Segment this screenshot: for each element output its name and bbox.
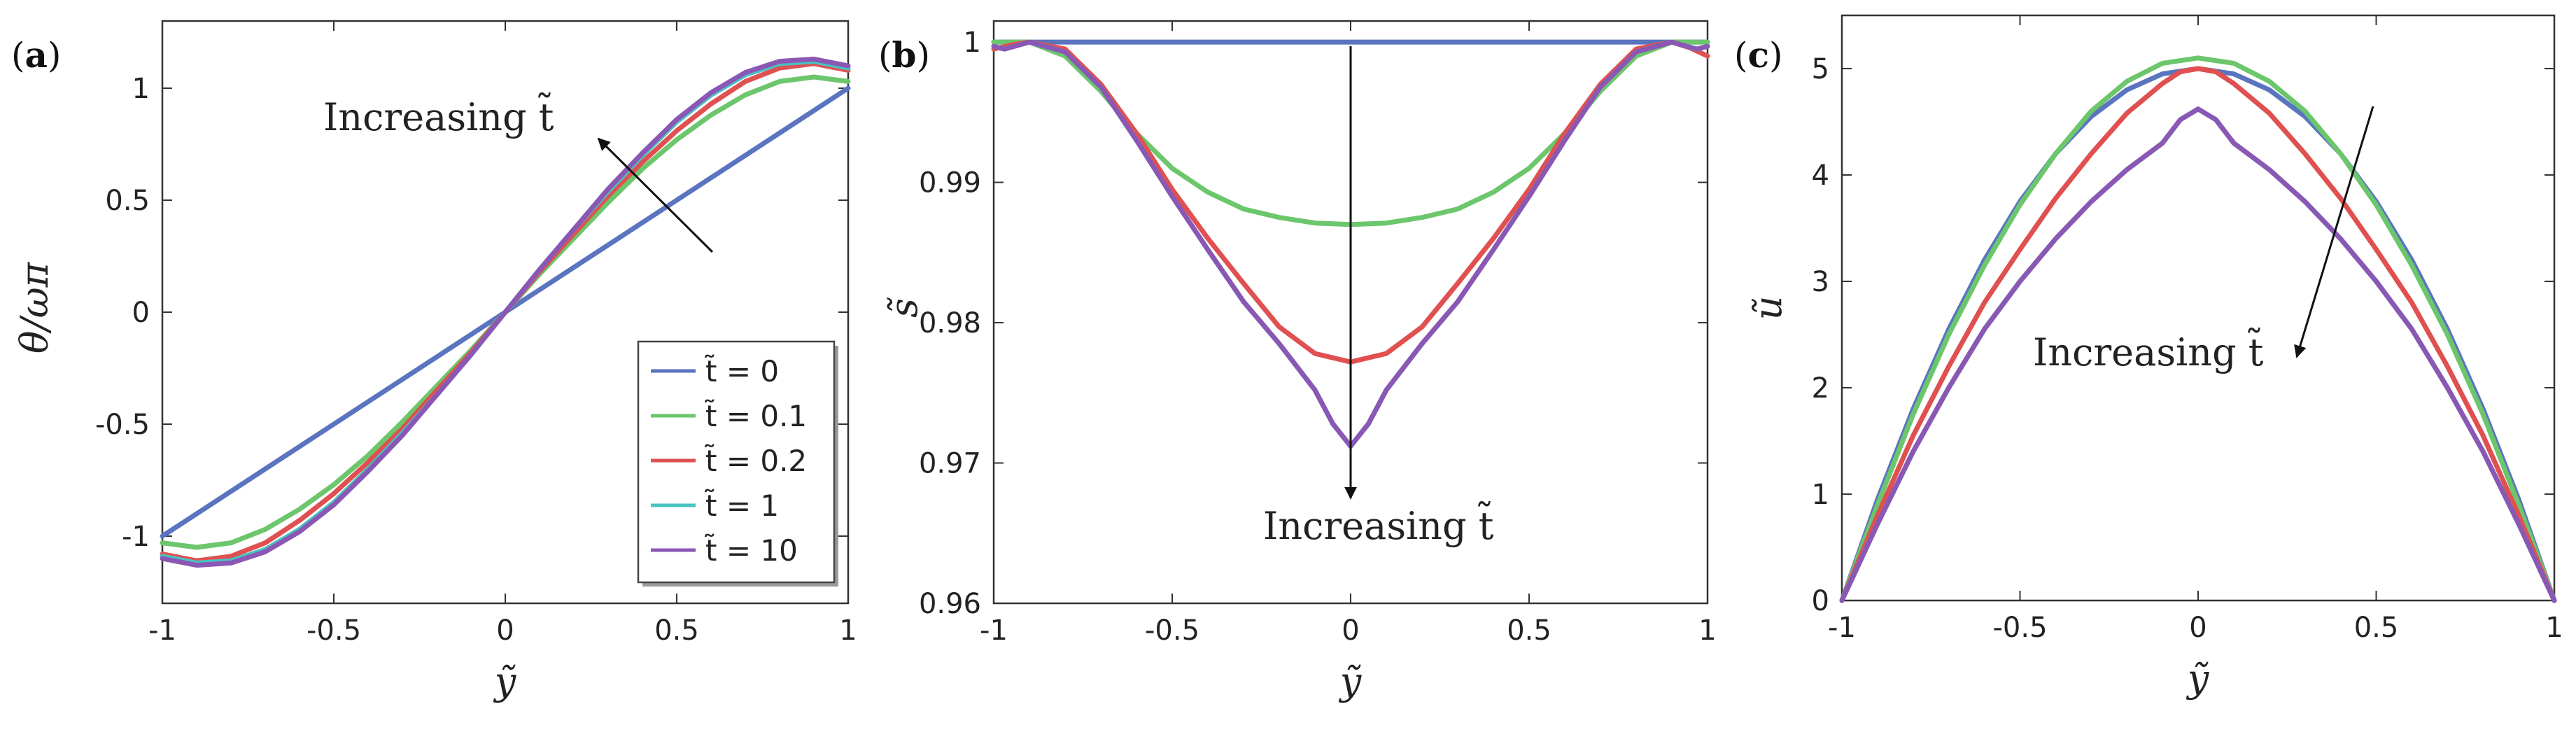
panel-label: (a) [11,34,61,76]
y-tick-label: 2 [1812,372,1829,405]
x-tick-label: 0 [1342,615,1359,647]
y-tick-label: 0.97 [919,448,981,480]
annotation-arrow [597,137,714,253]
series-line [1839,106,2557,603]
x-axis-label: ỹ [493,659,517,703]
y-axis-label: s̃ [882,297,926,317]
y-axis-label: ũ [1746,296,1790,321]
y-tick-label: -1 [122,521,150,553]
annotation-text: Increasing t̃ [2033,327,2264,374]
y-tick-label: 0.96 [919,588,981,620]
series-line [160,56,851,568]
y-tick-label: 1 [1812,479,1829,511]
annotation-text: Increasing t̃ [1263,500,1494,548]
x-axis-label: ỹ [2186,657,2210,701]
y-tick-label: 3 [1812,266,1829,298]
x-tick-label: 0.5 [1507,615,1551,647]
legend: t̃ = 0 t̃ = 0.1 t̃ = 0.2 t̃ = 1 t̃ = 10 [637,340,838,587]
y-tick-label: 0 [132,297,150,329]
annotation-text: Increasing t̃ [323,92,554,139]
legend-entry: t̃ = 10 [704,533,798,568]
y-tick-label: 1 [964,27,981,59]
plot-frame [1840,14,2556,602]
panel-label: (b) [878,34,930,76]
y-tick-label: 1 [132,73,150,105]
legend-entry: t̃ = 0.1 [704,398,807,433]
y-tick-label: 0.99 [919,167,981,199]
x-tick-label: 1 [1698,615,1716,647]
y-tick-label: 5 [1812,53,1829,85]
legend-entry: t̃ = 0.2 [704,443,807,478]
annotation-arrow [2294,106,2374,358]
x-axis-label: ỹ [1339,659,1363,703]
y-axis-label: θ/ωπ [13,261,57,353]
x-tick-label: -1 [980,615,1008,647]
y-tick-label: 0.98 [919,307,981,339]
x-tick-label: 0 [496,615,514,647]
x-tick-label: -1 [1828,612,1856,644]
x-tick-label: 0 [2189,612,2207,644]
x-tick-label: -0.5 [1145,615,1199,647]
y-tick-label: 0 [1812,585,1829,617]
legend-entry: t̃ = 1 [704,488,779,523]
y-tick-label: 4 [1812,160,1829,192]
x-tick-label: -0.5 [307,615,361,647]
y-tick-label: 0.5 [105,185,150,217]
series-line [1839,55,2557,603]
panel-c: -1 -0.5 0 0.5 1 0 1 2 3 4 5 ỹ ũ (c) Increasing t̃ [1734,14,2563,701]
x-tick-label: 0.5 [654,615,699,647]
x-tick-label: 1 [839,615,857,647]
panel-label: (c) [1734,34,1782,76]
x-tick-label: -0.5 [1992,612,2047,644]
legend-entry: t̃ = 0 [704,353,779,388]
panel-a: -1 -0.5 0 0.5 1 -1 -0.5 0 0.5 1 ỹ θ/ωπ (a) Increasing… [11,20,857,703]
series-line [1839,66,2557,603]
panel-b: -1 -0.5 0 0.5 1 0.96 0.97 0.98 0.99 1 ỹ s̃ (b) Increa… [878,20,1717,703]
x-tick-label: -1 [148,615,176,647]
x-tick-label: 1 [2545,612,2563,644]
x-tick-label: 0.5 [2354,612,2399,644]
y-tick-label: -0.5 [95,409,150,441]
